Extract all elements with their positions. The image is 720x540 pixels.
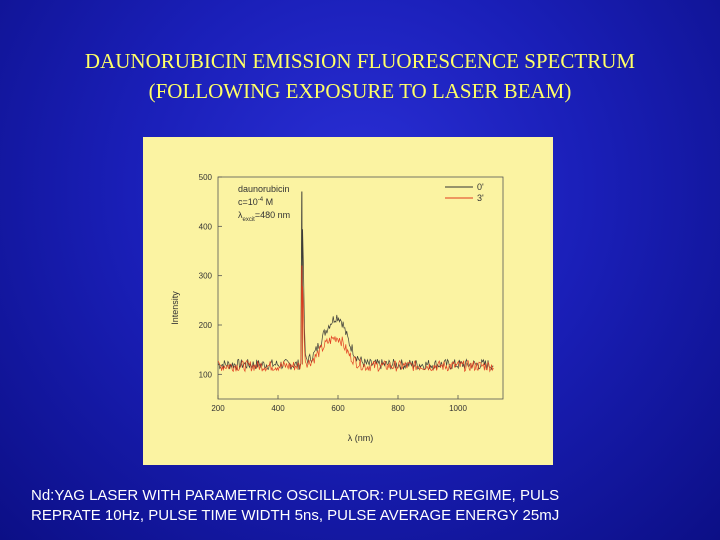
x-tick-label: 400 (271, 404, 285, 413)
legend-label-0: 0' (477, 182, 484, 192)
x-tick-label: 800 (391, 404, 405, 413)
legend-label-1: 3' (477, 193, 484, 203)
slide-title: DAUNORUBICIN EMISSION FLUORESCENCE SPECT… (0, 46, 720, 106)
annotation-compound: daunorubicin (238, 184, 290, 194)
y-axis-label: Intensity (170, 291, 180, 325)
y-tick-label: 200 (199, 321, 213, 330)
series-line-1 (217, 265, 494, 373)
x-axis-label: λ (nm) (348, 433, 374, 443)
x-tick-label: 200 (211, 404, 225, 413)
caption-line-2: REPRATE 10Hz, PULSE TIME WIDTH 5ns, PULS… (31, 507, 560, 524)
caption-line-1: Nd:YAG LASER WITH PARAMETRIC OSCILLATOR:… (31, 487, 560, 504)
plot-frame (217, 176, 504, 400)
annotation-excitation: λexcit=480 nm (238, 210, 290, 223)
y-tick-label: 400 (199, 222, 213, 231)
fluorescence-chart: 200 400 600 800 1000 100 200 300 400 500 λ (nm) Int… (170, 173, 504, 443)
y-tick-label: 500 (199, 173, 213, 182)
y-tick-label: 300 (199, 272, 213, 281)
chart-panel: 200 400 600 800 1000 100 200 300 400 500 λ (nm) Int… (143, 137, 553, 465)
title-line-2: (FOLLOWING EXPOSURE TO LASER BEAM) (148, 79, 572, 103)
caption: Nd:YAG LASER WITH PARAMETRIC OSCILLATOR:… (31, 486, 711, 526)
x-tick-label: 1000 (449, 404, 467, 413)
x-tick-label: 600 (331, 404, 345, 413)
y-tick-label: 100 (199, 370, 213, 379)
annotation-concentration: c=10-4 M (238, 197, 273, 207)
title-line-1: DAUNORUBICIN EMISSION FLUORESCENCE SPECT… (84, 49, 636, 73)
